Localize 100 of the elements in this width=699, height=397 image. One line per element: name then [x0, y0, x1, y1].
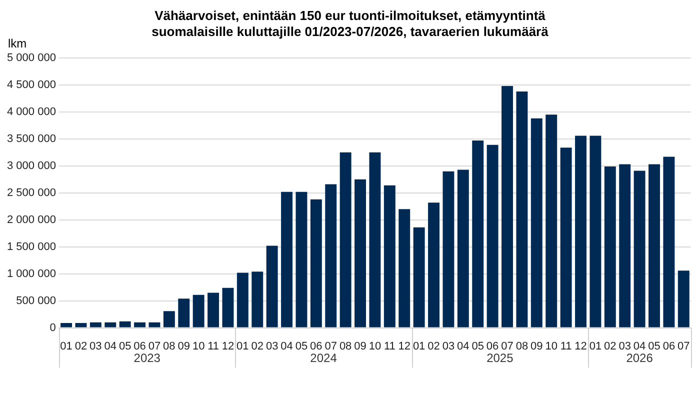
bar: [457, 170, 469, 328]
bar: [134, 322, 146, 328]
x-tick-label: 03: [266, 340, 278, 352]
y-tick-label: 3 000 000: [7, 160, 56, 172]
x-tick-label: 12: [222, 340, 234, 352]
bar: [384, 185, 396, 328]
x-tick-label: 09: [354, 340, 366, 352]
bar: [90, 322, 102, 328]
bar: [296, 192, 308, 328]
bar: [252, 272, 264, 328]
x-tick-label: 07: [324, 340, 337, 352]
x-tick-label: 02: [604, 340, 616, 352]
x-tick-label: 03: [618, 340, 631, 352]
bar: [428, 202, 440, 328]
bar: [281, 192, 293, 328]
bar: [354, 179, 366, 328]
x-tick-label: 05: [648, 340, 660, 352]
x-tick-label: 06: [134, 340, 146, 352]
bar: [208, 292, 220, 328]
x-tick-label: 03: [442, 340, 455, 352]
y-tick-label: 1 500 000: [7, 240, 56, 253]
bar: [590, 136, 602, 328]
bar: [530, 118, 542, 328]
x-tick-label: 05: [472, 340, 484, 352]
bar: [472, 140, 484, 328]
x-tick-label: 11: [208, 340, 219, 352]
bar: [192, 294, 204, 328]
bar: [104, 322, 116, 328]
bar: [266, 246, 278, 328]
x-tick-label: 07: [148, 340, 161, 352]
x-tick-label: 08: [339, 340, 352, 352]
x-tick-label: 05: [118, 340, 132, 352]
bar: [486, 144, 498, 328]
x-tick-label: 09: [530, 340, 543, 352]
text: 2023: [134, 351, 161, 366]
bar: [502, 86, 513, 328]
x-tick-label: 11: [560, 340, 572, 352]
bar: [178, 298, 190, 328]
bar: [560, 148, 572, 328]
x-tick-label: 10: [368, 340, 382, 352]
bar: [325, 184, 337, 328]
x-tick-label: 08: [516, 340, 528, 352]
x-tick-label: 02: [74, 340, 88, 352]
y-tick-label: 4 500 000: [7, 79, 56, 92]
x-tick-label: 01: [60, 340, 72, 352]
y-tick-label: 1 000 000: [7, 268, 56, 280]
bar: [413, 227, 425, 328]
x-tick-label: 12: [398, 340, 410, 352]
bar: [369, 152, 381, 328]
bar: [60, 322, 72, 328]
bar: [648, 164, 660, 328]
x-tick-label: 04: [633, 340, 646, 352]
x-tick-label: 02: [251, 340, 264, 352]
y-tick-label: 2 000 000: [7, 214, 56, 226]
y-tick-label: 5 000 000: [7, 52, 56, 64]
x-tick-label: 04: [280, 340, 293, 352]
bar: [236, 272, 248, 328]
x-tick-label: 06: [662, 340, 676, 352]
bar: [442, 171, 454, 328]
x-tick-label: 08: [163, 340, 176, 352]
x-tick-label: 04: [457, 340, 470, 352]
bar: [148, 322, 160, 328]
x-tick-label: 01: [236, 340, 249, 352]
bar: [634, 170, 646, 328]
x-tick-label: 09: [178, 340, 190, 352]
x-tick-label: 01: [412, 340, 426, 352]
text: 2024: [310, 351, 338, 366]
x-tick-label: 07: [501, 340, 514, 352]
x-tick-label: 03: [90, 340, 102, 352]
bar: [163, 311, 175, 328]
text: 2025: [486, 351, 514, 366]
bar: [575, 136, 586, 328]
bar: [310, 199, 322, 328]
x-tick-label: 07: [678, 340, 690, 352]
y-tick-label: 0: [50, 322, 56, 334]
x-tick-label: 11: [384, 340, 396, 352]
bar: [340, 152, 352, 328]
bar: [663, 156, 675, 328]
x-tick-label: 02: [428, 340, 440, 352]
x-tick-label: 06: [486, 340, 499, 352]
y-tick-label: 2 500 000: [7, 186, 56, 199]
bar: [546, 114, 558, 328]
bar: [619, 164, 631, 328]
y-tick-label: 500 000: [16, 294, 56, 307]
chart-title: Vähäarvoiset, enintään 150 eur tuonti-ilmoitukset, etämyyntintä suomalaisille kuluttajille 01/2023-07/2026, tavaraerien lukumäärä: [150, 8, 550, 40]
bar: [516, 91, 528, 328]
x-tick-label: 06: [310, 340, 322, 352]
bar: [119, 321, 131, 328]
x-tick-label: 12: [574, 340, 587, 352]
x-tick-label: 05: [295, 340, 308, 352]
bar: [398, 209, 410, 328]
text: 2026: [626, 351, 654, 366]
y-tick-label: 4 000 000: [7, 106, 56, 118]
bar: [604, 166, 616, 328]
x-tick-label: 01: [589, 340, 602, 352]
x-tick-label: 10: [192, 340, 205, 352]
bar: [75, 322, 87, 328]
y-tick-label: 3 500 000: [7, 132, 56, 145]
bar: [678, 270, 690, 328]
x-tick-label: 10: [545, 340, 558, 352]
